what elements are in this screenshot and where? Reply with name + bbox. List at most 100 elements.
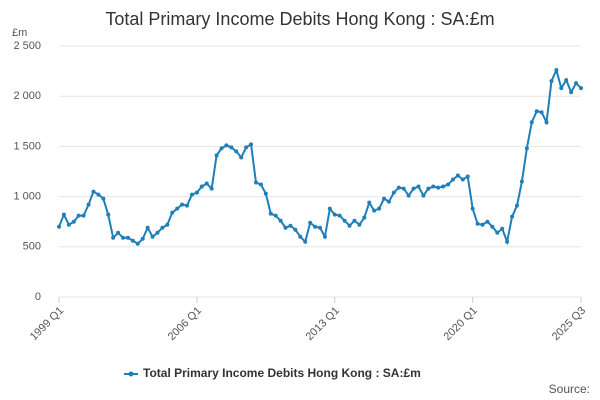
point	[165, 222, 170, 227]
point	[455, 173, 460, 178]
point	[214, 153, 219, 158]
point	[303, 239, 308, 244]
point	[426, 186, 431, 191]
point	[569, 90, 574, 95]
point	[204, 181, 209, 186]
x-tick-label: 2020 Q1	[442, 305, 480, 343]
y-tick-label: 500	[23, 241, 41, 253]
point	[391, 190, 396, 195]
point	[337, 213, 342, 218]
point	[386, 199, 391, 204]
point	[500, 226, 505, 231]
point	[61, 212, 66, 217]
point	[268, 211, 273, 216]
point	[170, 210, 175, 215]
point	[288, 223, 293, 228]
point	[332, 212, 337, 217]
point	[411, 186, 416, 191]
point	[121, 235, 126, 240]
point	[125, 235, 130, 240]
point	[293, 227, 298, 232]
point	[308, 220, 313, 225]
point	[559, 86, 564, 91]
point	[460, 177, 465, 182]
point	[514, 203, 519, 208]
x-tick-label: 1999 Q1	[28, 305, 66, 343]
point	[549, 79, 554, 84]
point	[367, 200, 372, 205]
point	[244, 145, 249, 150]
point	[505, 239, 510, 244]
point	[57, 224, 61, 229]
point	[253, 180, 258, 185]
point	[539, 110, 544, 115]
point	[263, 191, 268, 196]
y-axis-unit: £m	[12, 27, 27, 39]
point	[416, 184, 421, 189]
legend-label: Total Primary Income Debits Hong Kong : …	[143, 366, 421, 380]
point	[396, 185, 401, 190]
x-tick-label: 2025 Q3	[550, 305, 588, 343]
y-tick-label: 2 000	[13, 90, 41, 102]
point	[194, 190, 199, 195]
point	[357, 222, 362, 227]
point	[258, 182, 263, 187]
point	[347, 223, 352, 228]
point	[313, 224, 318, 229]
point	[372, 208, 377, 213]
point	[224, 143, 229, 148]
point	[229, 145, 234, 150]
point	[377, 206, 382, 211]
point	[450, 177, 455, 182]
point	[180, 202, 185, 207]
point	[327, 206, 332, 211]
point	[544, 120, 549, 125]
point	[470, 206, 475, 211]
x-tick-label: 2013 Q1	[304, 305, 342, 343]
source: Source:	[549, 382, 590, 396]
point	[130, 238, 135, 243]
point	[406, 193, 411, 198]
point	[160, 225, 165, 230]
point	[278, 218, 283, 223]
point	[81, 213, 86, 218]
point	[524, 146, 529, 151]
point	[298, 234, 303, 239]
point	[189, 192, 194, 197]
point	[519, 179, 524, 184]
point	[564, 78, 569, 83]
point	[382, 196, 387, 201]
point	[239, 155, 244, 160]
point	[273, 213, 278, 218]
point	[219, 146, 224, 151]
point	[529, 120, 534, 125]
point	[135, 241, 140, 246]
point	[155, 230, 160, 235]
point	[175, 206, 180, 211]
point	[534, 109, 539, 114]
point	[485, 219, 490, 224]
point	[490, 224, 495, 229]
point	[76, 213, 81, 218]
point	[106, 212, 111, 217]
point	[209, 186, 214, 191]
point	[91, 189, 96, 194]
point	[111, 235, 116, 240]
point	[322, 234, 327, 239]
point	[249, 142, 254, 147]
point	[446, 182, 451, 187]
y-tick-label: 1 500	[13, 140, 41, 152]
point	[150, 234, 155, 239]
point	[480, 222, 485, 227]
point	[421, 193, 426, 198]
chart-title: Total Primary Income Debits Hong Kong : …	[105, 9, 494, 29]
point	[441, 184, 446, 189]
point	[71, 219, 76, 224]
y-tick-label: 0	[35, 291, 41, 303]
point	[579, 86, 583, 91]
point	[401, 186, 406, 191]
y-tick-label: 1 000	[13, 191, 41, 203]
point	[116, 230, 121, 235]
point	[431, 184, 436, 189]
point	[140, 236, 145, 241]
